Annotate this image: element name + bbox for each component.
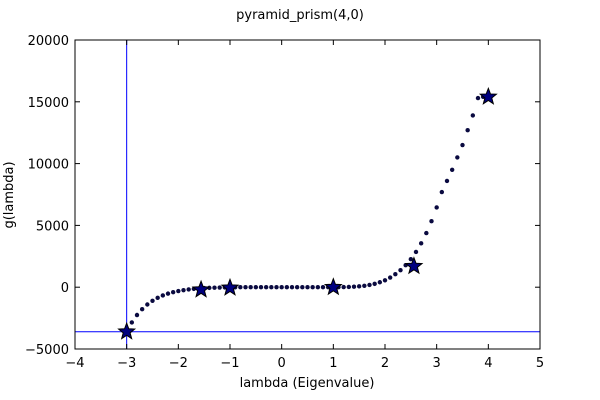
x-tick-label: 3 bbox=[433, 356, 441, 371]
y-tick-label: 0 bbox=[61, 281, 69, 296]
curve-point bbox=[238, 285, 243, 290]
curve-point bbox=[320, 285, 326, 290]
curve-point bbox=[465, 128, 470, 133]
curve-point bbox=[460, 142, 465, 148]
curve-point bbox=[346, 284, 352, 290]
curve-point bbox=[315, 285, 321, 290]
y-tick-label: −5000 bbox=[25, 343, 69, 358]
curve-point bbox=[145, 302, 150, 307]
curve-point bbox=[393, 272, 398, 277]
curve-point bbox=[413, 249, 419, 255]
plot-area bbox=[75, 40, 540, 349]
curve-point bbox=[382, 278, 388, 283]
curve-point bbox=[289, 285, 295, 290]
curve-point bbox=[418, 241, 424, 246]
curve-point bbox=[398, 267, 403, 273]
curve-point bbox=[243, 285, 248, 290]
curve-point bbox=[424, 230, 429, 236]
chart-title: pyramid_prism(4,0) bbox=[236, 8, 364, 23]
x-axis-label: lambda (Eigenvalue) bbox=[240, 376, 375, 391]
y-tick-label: 20000 bbox=[28, 34, 69, 49]
curve-point bbox=[269, 285, 274, 290]
eigenvalue-star bbox=[220, 277, 240, 296]
y-tick-label: 5000 bbox=[36, 219, 69, 234]
curve-point bbox=[263, 285, 269, 290]
curve-point bbox=[165, 291, 171, 296]
curve-point bbox=[176, 288, 181, 294]
curve-point bbox=[310, 285, 315, 290]
curve-point bbox=[362, 283, 367, 288]
curve-point bbox=[160, 293, 166, 298]
y-tick-label: 15000 bbox=[28, 96, 69, 111]
curve-point bbox=[284, 285, 290, 290]
curve-point bbox=[439, 189, 445, 195]
x-tick-label: 0 bbox=[278, 356, 286, 371]
curve-point bbox=[408, 256, 414, 262]
curve-point bbox=[258, 285, 264, 290]
curve-point bbox=[449, 167, 455, 172]
curve-point bbox=[300, 285, 305, 290]
curve-point bbox=[248, 285, 253, 290]
eigenvalue-star bbox=[117, 321, 137, 340]
curve-point bbox=[444, 178, 450, 184]
curve-point bbox=[429, 218, 434, 224]
curve-point bbox=[139, 307, 145, 312]
y-tick-label: 10000 bbox=[28, 158, 69, 173]
plot-frame bbox=[74, 39, 541, 350]
curve-point bbox=[341, 284, 346, 290]
curve-point bbox=[351, 284, 357, 289]
curve-point bbox=[170, 289, 176, 295]
x-tick-label: −1 bbox=[220, 356, 239, 371]
curve-point bbox=[356, 284, 362, 289]
x-tick-label: 5 bbox=[536, 356, 544, 371]
eigenvalue-star bbox=[478, 86, 498, 105]
curve-point bbox=[155, 295, 160, 301]
eigenvalue-star bbox=[323, 277, 343, 296]
curve-point bbox=[212, 285, 217, 290]
curve-point bbox=[455, 155, 460, 160]
curve-point bbox=[434, 205, 439, 210]
curve-point bbox=[274, 285, 279, 290]
curve-point bbox=[181, 287, 186, 293]
x-tick-label: 4 bbox=[484, 356, 492, 371]
axis-ticks: −4 −3 −2 −1 0 1 2 3 4 5 −5000 0 5000 10000 15000 20000 bbox=[25, 34, 544, 371]
y-axis-label: g(lambda) bbox=[2, 161, 17, 228]
curve-point bbox=[387, 275, 393, 280]
x-tick-label: −2 bbox=[169, 356, 188, 371]
x-tick-label: 2 bbox=[381, 356, 389, 371]
curve-point bbox=[134, 312, 140, 318]
curve-point bbox=[217, 285, 222, 290]
curve-point bbox=[253, 285, 259, 290]
curve-point bbox=[294, 285, 300, 290]
x-tick-label: −3 bbox=[117, 356, 136, 371]
eigenvalue-star bbox=[404, 256, 424, 275]
curve-point bbox=[470, 113, 476, 118]
curve-point bbox=[305, 285, 310, 290]
curve-point bbox=[475, 95, 481, 101]
x-tick-label: −4 bbox=[65, 356, 84, 371]
curve-point bbox=[279, 285, 284, 290]
curve-point bbox=[129, 320, 135, 325]
x-tick-label: 1 bbox=[329, 356, 337, 371]
curve-point bbox=[372, 281, 377, 287]
curve-point bbox=[377, 280, 383, 285]
curve-point bbox=[150, 298, 155, 303]
curve-point bbox=[186, 287, 191, 292]
curve-point bbox=[367, 282, 372, 288]
eigenvalue-star bbox=[191, 279, 211, 298]
